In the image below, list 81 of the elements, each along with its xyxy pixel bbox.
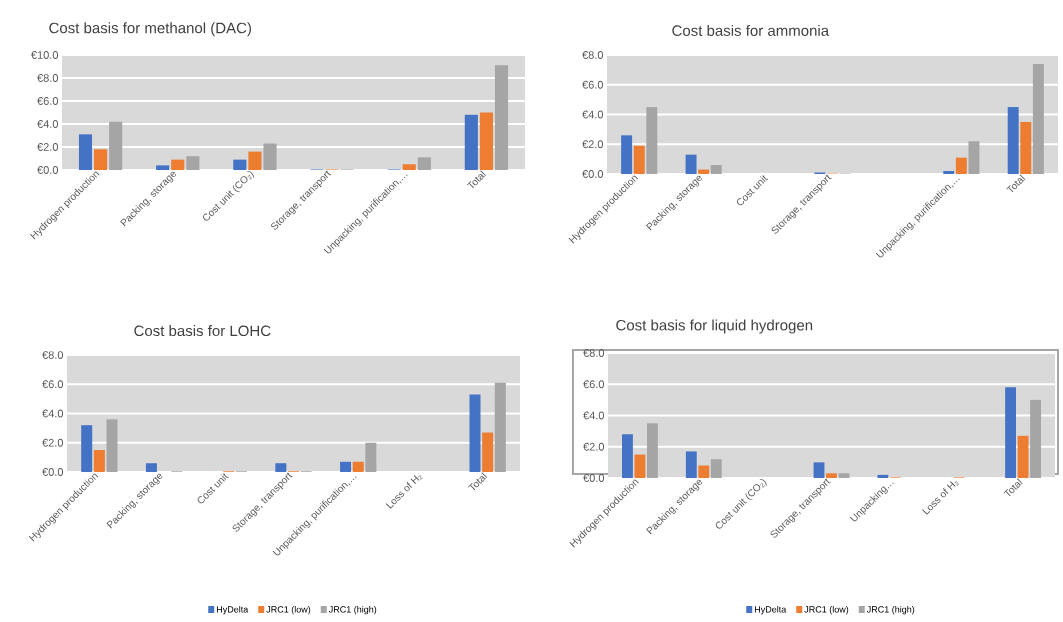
legend-label: JRC1 (high) (328, 605, 377, 615)
bar (826, 473, 837, 478)
y-tick-label: €0.0 (583, 474, 605, 482)
bar (1020, 121, 1032, 174)
bar (1007, 107, 1019, 174)
bar (494, 382, 506, 472)
legend-label: JRC1 (low) (266, 605, 311, 615)
chart-title: Cost basis for liquid hydrogen (616, 319, 813, 334)
y-tick-label: €4.0 (582, 110, 604, 119)
legend-label: JRC1 (high) (866, 605, 915, 615)
bar (93, 450, 105, 472)
bar (621, 135, 633, 174)
bar (943, 171, 955, 174)
bar (698, 169, 710, 174)
bar (482, 432, 494, 472)
y-tick-label: €2.0 (42, 438, 64, 447)
bar (685, 451, 697, 478)
bar (622, 434, 633, 478)
bar (710, 459, 722, 478)
bar (109, 121, 123, 170)
bar (464, 114, 478, 170)
y-tick-label: €4.0 (37, 120, 59, 128)
bar (233, 159, 247, 170)
bar (340, 461, 352, 472)
bar (145, 463, 157, 472)
bar (186, 156, 200, 170)
y-tick-label: €10.0 (31, 51, 59, 59)
bar (955, 157, 967, 174)
legend-label: JRC1 (low) (804, 605, 849, 615)
bar (365, 442, 377, 472)
chart-title: Cost basis for ammonia (672, 24, 830, 36)
bar (402, 164, 416, 170)
bar (1017, 435, 1029, 478)
y-tick-label: €0.0 (42, 468, 64, 476)
bar (479, 112, 493, 170)
bar (248, 151, 262, 170)
legend-label: HyDelta (754, 605, 787, 615)
bar (352, 461, 364, 472)
chart-title: Cost basis for methanol (DAC) (49, 22, 251, 37)
y-tick-label: €4.0 (42, 409, 64, 418)
bar (156, 165, 170, 170)
y-tick-label: €0.0 (582, 170, 604, 178)
y-tick-label: €8.0 (42, 351, 64, 359)
bar (813, 462, 825, 478)
bar (94, 149, 108, 170)
bar (81, 425, 93, 472)
y-tick-label: €4.0 (583, 411, 605, 420)
bar (634, 454, 646, 478)
y-tick-label: €2.0 (582, 140, 604, 149)
y-tick-label: €2.0 (37, 143, 59, 151)
bar (838, 473, 850, 478)
bar (710, 165, 722, 174)
y-tick-label: €0.0 (37, 166, 59, 174)
bar (417, 157, 431, 170)
legend-label: HyDelta (216, 605, 249, 615)
bar (646, 107, 658, 174)
bar (633, 145, 645, 174)
bar (106, 419, 118, 472)
bar (469, 394, 481, 472)
y-tick-label: €8.0 (37, 74, 59, 82)
y-tick-label: €2.0 (583, 442, 605, 451)
y-tick-label: €6.0 (582, 80, 604, 89)
bar (1030, 399, 1041, 478)
bar (685, 154, 697, 174)
bar (1005, 387, 1017, 478)
bar (1032, 63, 1044, 174)
bar (78, 134, 93, 170)
y-tick-label: €8.0 (583, 349, 605, 357)
y-tick-label: €8.0 (582, 51, 604, 59)
bar (171, 159, 185, 170)
bar (968, 141, 980, 174)
bar (275, 463, 287, 472)
y-tick-label: €6.0 (37, 97, 59, 105)
y-tick-label: €6.0 (583, 380, 605, 389)
bar (263, 143, 277, 170)
chart-title: Cost basis for LOHC (134, 325, 271, 337)
bar (698, 465, 710, 478)
bar (646, 423, 658, 478)
bar (494, 65, 509, 170)
bar (877, 474, 889, 478)
y-tick-label: €6.0 (42, 380, 64, 389)
